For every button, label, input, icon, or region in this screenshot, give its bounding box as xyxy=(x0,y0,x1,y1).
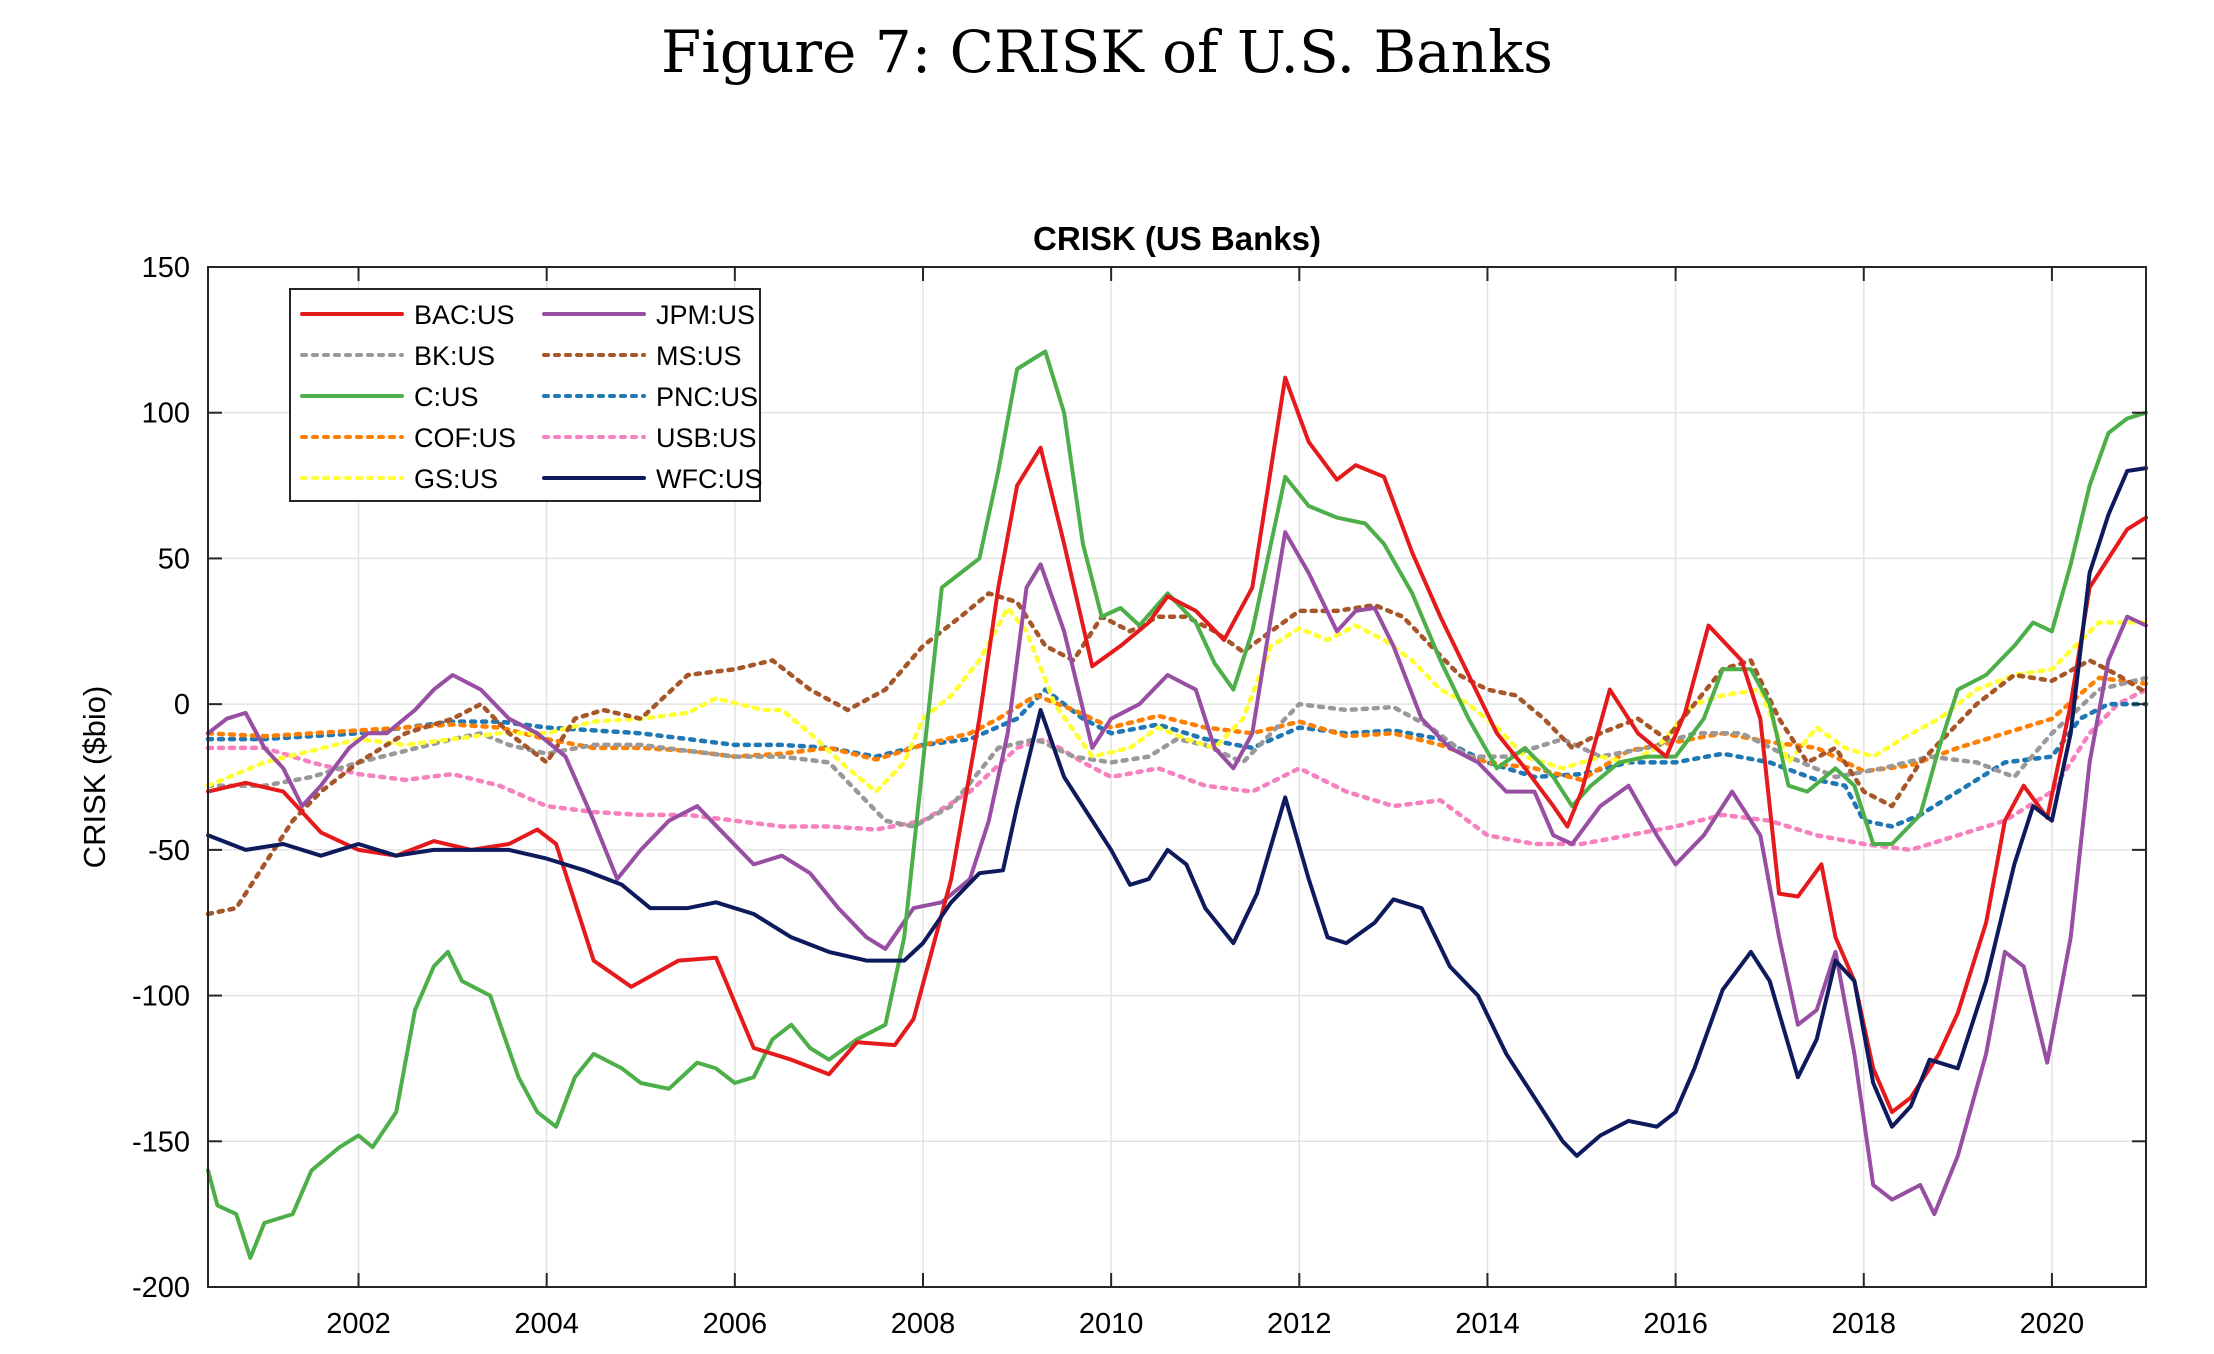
figure-title: Figure 7: CRISK of U.S. Banks xyxy=(661,18,1553,86)
legend: BAC:US BK:US C:US COF:US GS:US JPM:US MS:US PNC… xyxy=(289,288,762,502)
x-tick-label: 2004 xyxy=(514,1308,579,1340)
y-tick-label: 100 xyxy=(142,398,190,430)
legend-label: BAC:US xyxy=(414,300,515,330)
series-line-bac-us xyxy=(206,375,2148,1115)
series-line-bk-us xyxy=(205,675,2149,829)
series-line-c-us xyxy=(206,349,2148,1260)
series-line-wfc-us xyxy=(206,466,2148,1158)
series-lines xyxy=(205,349,2149,1260)
y-tick-label: 50 xyxy=(158,543,190,575)
x-tick-label: 2006 xyxy=(703,1308,768,1340)
axes-box xyxy=(207,266,2147,1288)
y-tick-label: -50 xyxy=(148,835,190,867)
series-line-ms-us xyxy=(205,591,2149,917)
axis-ticks: 2002 2004 2006 2008 2010 2012 2014 2016 2018 2020… xyxy=(132,252,2146,1340)
x-tick-label: 2018 xyxy=(1832,1308,1897,1340)
x-tick-label: 2012 xyxy=(1267,1308,1332,1340)
y-axis-label: CRISK ($bio) xyxy=(77,686,112,869)
y-tick-label: 0 xyxy=(174,689,190,721)
legend-label: MS:US xyxy=(656,341,742,371)
legend-label: PNC:US xyxy=(656,382,758,412)
legend-label: USB:US xyxy=(656,423,757,453)
x-tick-label: 2008 xyxy=(891,1308,956,1340)
y-tick-label: -200 xyxy=(132,1272,190,1304)
legend-label: BK:US xyxy=(414,341,495,371)
y-tick-label: -100 xyxy=(132,981,190,1013)
y-tick-label: 150 xyxy=(142,252,190,284)
series-line-jpm-us xyxy=(206,530,2148,1217)
x-tick-label: 2010 xyxy=(1079,1308,1144,1340)
legend-label: GS:US xyxy=(414,464,498,494)
series-line-usb-us xyxy=(205,687,2149,853)
legend-label: C:US xyxy=(414,382,479,412)
x-tick-label: 2016 xyxy=(1643,1308,1708,1340)
legend-label: JPM:US xyxy=(656,300,755,330)
legend-label: COF:US xyxy=(414,423,516,453)
x-tick-label: 2002 xyxy=(326,1308,391,1340)
x-tick-label: 2014 xyxy=(1455,1308,1520,1340)
chart-title: CRISK (US Banks) xyxy=(1033,220,1321,257)
series-line-gs-us xyxy=(205,605,2149,794)
x-tick-label: 2020 xyxy=(2020,1308,2085,1340)
legend-label: WFC:US xyxy=(656,464,762,494)
y-tick-label: -150 xyxy=(132,1126,190,1158)
